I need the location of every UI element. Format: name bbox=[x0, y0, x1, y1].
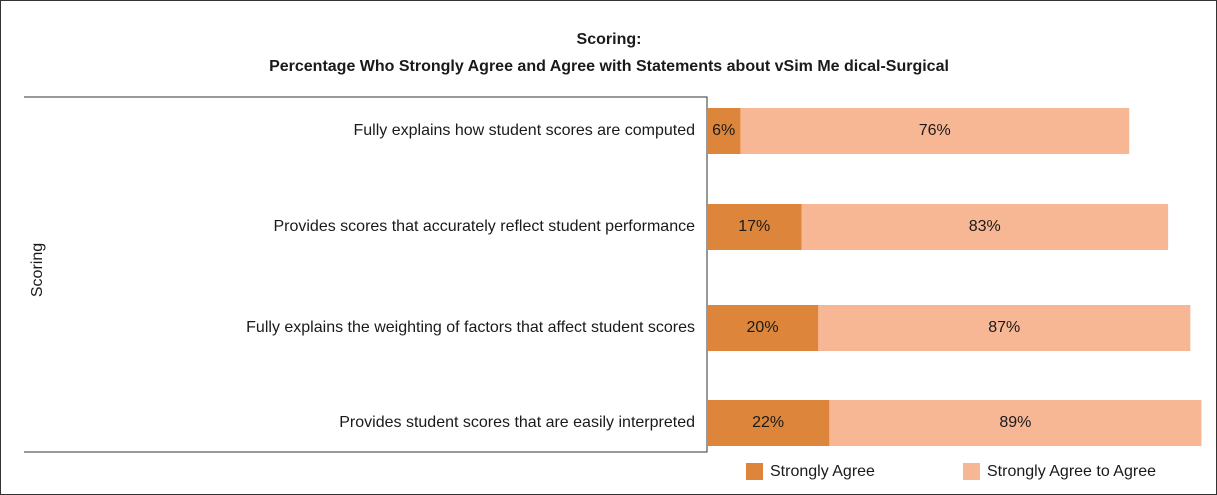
category-label: Provides scores that accurately reflect … bbox=[273, 218, 695, 235]
bar bbox=[707, 204, 802, 250]
legend-label: Strongly Agree to Agree bbox=[987, 463, 1156, 480]
value-label: 20% bbox=[747, 319, 779, 336]
category-label: Provides student scores that are easily … bbox=[339, 414, 695, 431]
bar bbox=[707, 305, 819, 351]
value-label: 87% bbox=[988, 319, 1020, 336]
legend-swatch bbox=[746, 463, 763, 480]
value-label: 76% bbox=[919, 122, 951, 139]
chart-title: Scoring: bbox=[577, 31, 642, 48]
value-label: 89% bbox=[999, 414, 1031, 431]
bar bbox=[707, 400, 830, 446]
value-label: 83% bbox=[969, 218, 1001, 235]
category-label: Fully explains how student scores are co… bbox=[353, 122, 695, 139]
y-axis-label: Scoring bbox=[29, 243, 46, 297]
bar bbox=[707, 108, 741, 154]
chart-subtitle: Percentage Who Strongly Agree and Agree … bbox=[269, 58, 949, 75]
value-label: 17% bbox=[738, 218, 770, 235]
label-box bbox=[24, 96, 708, 453]
legend-label: Strongly Agree bbox=[770, 463, 875, 480]
value-label: 6% bbox=[712, 122, 735, 139]
bar bbox=[707, 108, 1130, 154]
value-label: 22% bbox=[752, 414, 784, 431]
legend-swatch bbox=[963, 463, 980, 480]
category-label: Fully explains the weighting of factors … bbox=[246, 319, 695, 336]
